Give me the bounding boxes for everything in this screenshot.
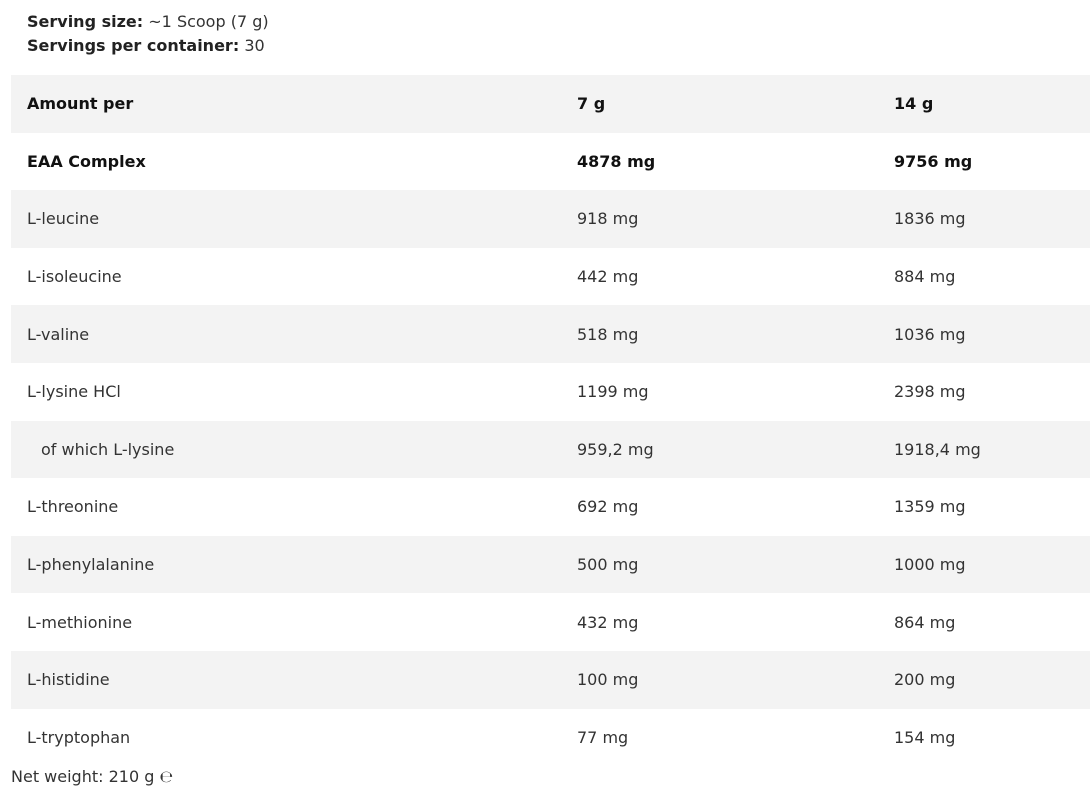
nutrient-name: L-methionine bbox=[27, 612, 133, 632]
serving-info: Serving size: ~1 Scoop (7 g) Servings pe… bbox=[27, 10, 269, 58]
table-row: L-isoleucine 442 mg 884 mg bbox=[11, 248, 1090, 306]
table-header-row: Amount per 7 g 14 g bbox=[11, 75, 1090, 133]
nutrient-amount: 884 mg bbox=[894, 267, 956, 287]
nutrient-amount: 77 mg bbox=[577, 727, 629, 747]
table-row: L-lysine HCl 1199 mg 2398 mg bbox=[11, 363, 1090, 421]
nutrient-amount: 100 mg bbox=[577, 670, 639, 690]
header-cell: Amount per bbox=[27, 94, 134, 114]
table-row: L-histidine 100 mg 200 mg bbox=[11, 650, 1090, 709]
nutrient-amount: 959,2 mg bbox=[577, 439, 654, 459]
nutrition-table: Amount per 7 g 14 g EAA Complex 4878 mg 97… bbox=[11, 75, 1090, 766]
header-cell: 14 g bbox=[894, 94, 934, 114]
serving-size: Serving size: ~1 Scoop (7 g) bbox=[27, 12, 269, 31]
nutrient-name: L-threonine bbox=[27, 497, 119, 517]
nutrient-amount: 442 mg bbox=[577, 267, 639, 287]
net-weight: Net weight: 210 g ℮ bbox=[11, 767, 174, 786]
table-row: of which L-lysine 959,2 mg 1918,4 mg bbox=[11, 420, 1090, 479]
nutrient-amount: 518 mg bbox=[577, 324, 639, 344]
nutrient-amount: 432 mg bbox=[577, 612, 639, 632]
nutrient-amount: 154 mg bbox=[894, 727, 956, 747]
nutrient-amount: 200 mg bbox=[894, 670, 956, 690]
table-row: L-leucine 918 mg 1836 mg bbox=[11, 190, 1090, 248]
nutrient-amount: 918 mg bbox=[577, 209, 639, 229]
nutrient-name: L-valine bbox=[27, 324, 90, 344]
nutrient-name: L-isoleucine bbox=[27, 267, 122, 287]
nutrient-amount: 1000 mg bbox=[894, 555, 966, 575]
header-cell: 7 g bbox=[577, 94, 606, 114]
table-row: L-tryptophan 77 mg 154 mg bbox=[11, 709, 1090, 767]
nutrient-name: L-phenylalanine bbox=[27, 555, 155, 575]
servings-per-container: Servings per container: 30 bbox=[27, 36, 265, 55]
nutrient-amount: 1359 mg bbox=[894, 497, 966, 517]
nutrient-name: L-lysine HCl bbox=[27, 382, 121, 402]
nutrient-amount: 1199 mg bbox=[577, 382, 649, 402]
table-row: L-threonine 692 mg 1359 mg bbox=[11, 478, 1090, 536]
nutrient-name: L-histidine bbox=[27, 670, 110, 690]
nutrient-amount: 500 mg bbox=[577, 555, 639, 575]
nutrient-name: EAA Complex bbox=[27, 151, 146, 171]
nutrient-amount: 692 mg bbox=[577, 497, 639, 517]
nutrient-name: of which L-lysine bbox=[41, 439, 175, 459]
table-row: L-methionine 432 mg 864 mg bbox=[11, 593, 1090, 651]
nutrient-amount: 864 mg bbox=[894, 612, 956, 632]
nutrient-amount: 2398 mg bbox=[894, 382, 966, 402]
nutrient-name: L-tryptophan bbox=[27, 727, 131, 747]
nutrient-name: L-leucine bbox=[27, 209, 100, 229]
nutrient-amount: 1836 mg bbox=[894, 209, 966, 229]
table-row: L-phenylalanine 500 mg 1000 mg bbox=[11, 535, 1090, 594]
nutrient-amount: 1918,4 mg bbox=[894, 439, 981, 459]
table-row: L-valine 518 mg 1036 mg bbox=[11, 305, 1090, 363]
nutrient-amount: 9756 mg bbox=[894, 151, 973, 171]
nutrient-amount: 4878 mg bbox=[577, 151, 656, 171]
nutrient-amount: 1036 mg bbox=[894, 324, 966, 344]
table-row: EAA Complex 4878 mg 9756 mg bbox=[11, 133, 1090, 191]
